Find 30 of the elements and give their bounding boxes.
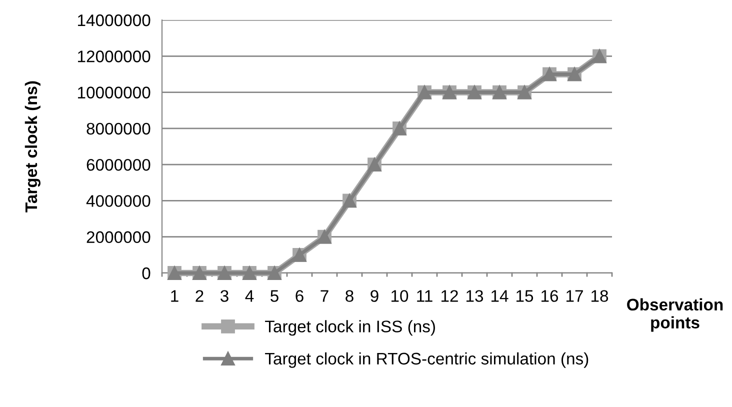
x-tick-label: 13	[466, 290, 484, 302]
x-tick-label: 10	[392, 290, 408, 302]
x-tick-label: 5	[270, 290, 278, 302]
x-tick-label: 12	[442, 290, 458, 302]
x-tick-label: 11	[417, 290, 432, 302]
y-tick-label: 8000000	[86, 122, 150, 135]
y-axis-title: Target clock (ns)	[24, 81, 40, 212]
y-tick-label: 10000000	[78, 86, 150, 98]
x-tick-label: 6	[296, 290, 304, 302]
x-tick-label: 14	[492, 290, 508, 302]
x-tick-label: 1	[171, 290, 178, 302]
y-tick-label: 14000000	[78, 14, 150, 26]
x-axis-title: Observation points	[627, 298, 723, 332]
x-tick-label: 16	[542, 290, 558, 302]
x-tick-label: 9	[370, 290, 378, 302]
x-tick-label: 8	[346, 290, 354, 302]
x-tick-label: 4	[245, 290, 254, 302]
x-tick-label: 7	[320, 290, 328, 302]
y-tick-label: 2000000	[86, 231, 150, 244]
y-tick-label: 6000000	[86, 158, 150, 171]
y-tick-label: 0	[142, 267, 150, 280]
x-tick-label: 18	[592, 290, 608, 302]
x-tick-label: 15	[516, 290, 534, 302]
x-tick-label: 3	[220, 290, 228, 302]
y-tick-label: 12000000	[78, 50, 150, 62]
x-tick-label: 2	[196, 290, 204, 302]
x-tick-label: 17	[566, 290, 583, 302]
y-tick-label: 4000000	[86, 195, 150, 207]
legend-label: Target clock in RTOS-centric simulation (ns)	[265, 352, 588, 368]
legend-label: Target clock in ISS (ns)	[265, 320, 435, 336]
